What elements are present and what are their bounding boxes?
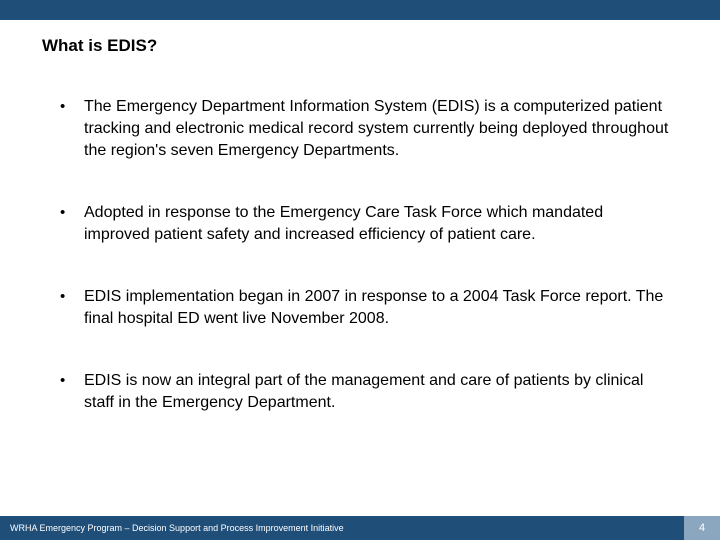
content-area: • The Emergency Department Information S… [60, 96, 672, 454]
footer-bar: WRHA Emergency Program – Decision Suppor… [0, 516, 720, 540]
bullet-marker: • [60, 96, 84, 118]
bullet-marker: • [60, 370, 84, 392]
bullet-item: • EDIS is now an integral part of the ma… [60, 370, 672, 414]
bullet-text: The Emergency Department Information Sys… [84, 96, 672, 162]
bullet-marker: • [60, 286, 84, 308]
slide: What is EDIS? • The Emergency Department… [0, 0, 720, 540]
page-number: 4 [684, 516, 720, 540]
bullet-marker: • [60, 202, 84, 224]
bullet-item: • EDIS implementation began in 2007 in r… [60, 286, 672, 330]
bullet-text: Adopted in response to the Emergency Car… [84, 202, 672, 246]
bullet-text: EDIS implementation began in 2007 in res… [84, 286, 672, 330]
footer-text: WRHA Emergency Program – Decision Suppor… [0, 523, 684, 533]
bullet-item: • Adopted in response to the Emergency C… [60, 202, 672, 246]
slide-heading: What is EDIS? [42, 36, 157, 56]
bullet-item: • The Emergency Department Information S… [60, 96, 672, 162]
top-bar [0, 0, 720, 20]
bullet-text: EDIS is now an integral part of the mana… [84, 370, 672, 414]
